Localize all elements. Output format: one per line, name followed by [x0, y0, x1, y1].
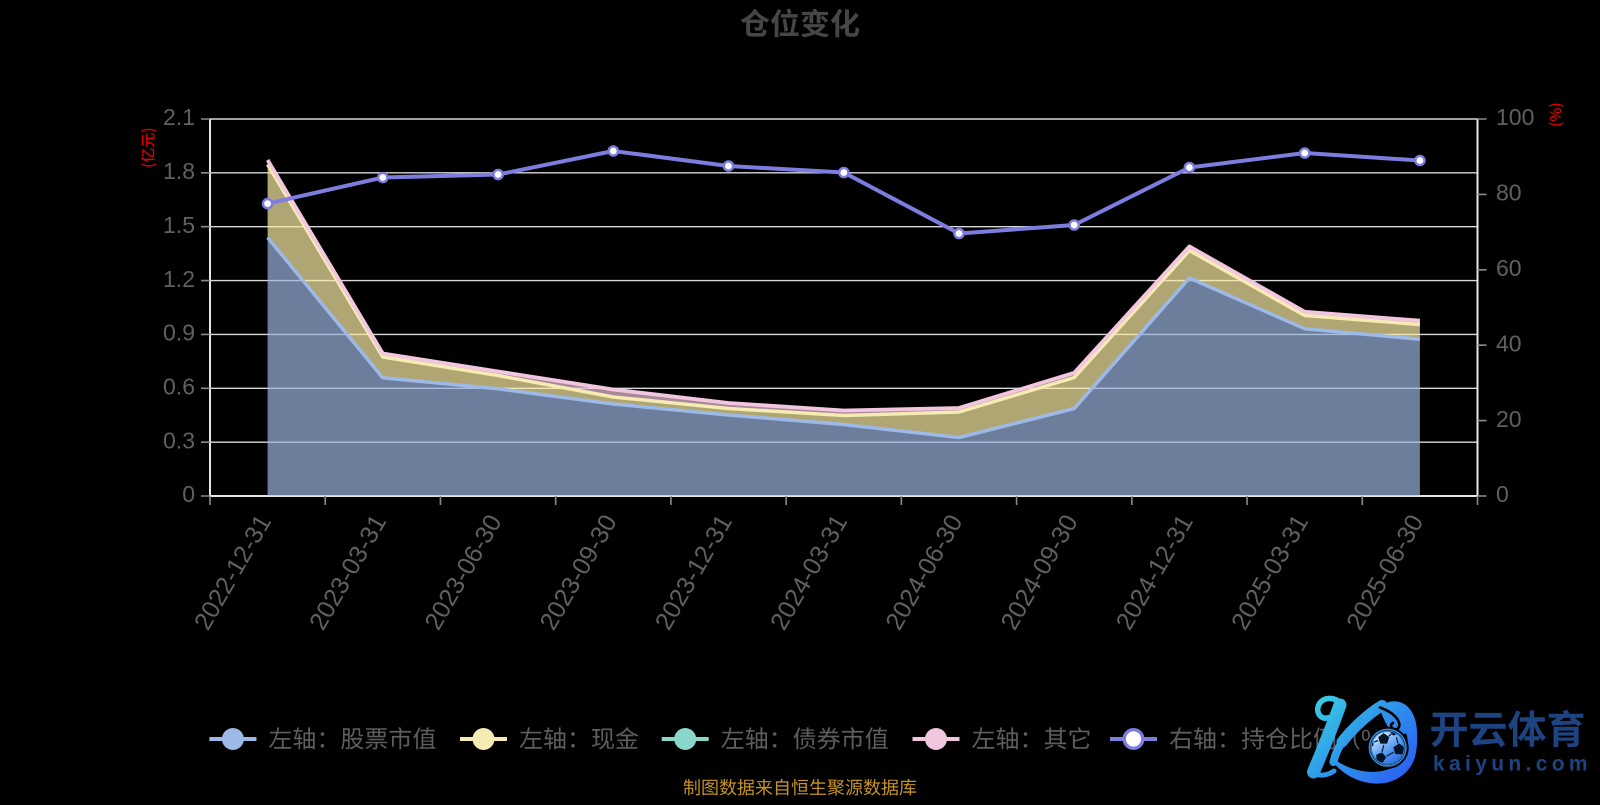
svg-text:0.3: 0.3 [163, 427, 195, 453]
svg-text:0: 0 [182, 481, 195, 507]
svg-text:60: 60 [1496, 255, 1522, 281]
svg-text:80: 80 [1496, 180, 1522, 206]
svg-text:0: 0 [1496, 481, 1509, 507]
svg-text:1.2: 1.2 [163, 266, 195, 292]
svg-text:kaiyun.com: kaiyun.com [1433, 753, 1592, 776]
svg-text:20: 20 [1496, 406, 1522, 432]
svg-text:100: 100 [1496, 104, 1534, 130]
svg-text:0.9: 0.9 [163, 320, 195, 346]
svg-text:2.1: 2.1 [163, 104, 195, 130]
svg-text:40: 40 [1496, 330, 1522, 356]
svg-text:1.5: 1.5 [163, 212, 195, 238]
svg-text:1.8: 1.8 [163, 158, 195, 184]
svg-text:0.6: 0.6 [163, 374, 195, 400]
